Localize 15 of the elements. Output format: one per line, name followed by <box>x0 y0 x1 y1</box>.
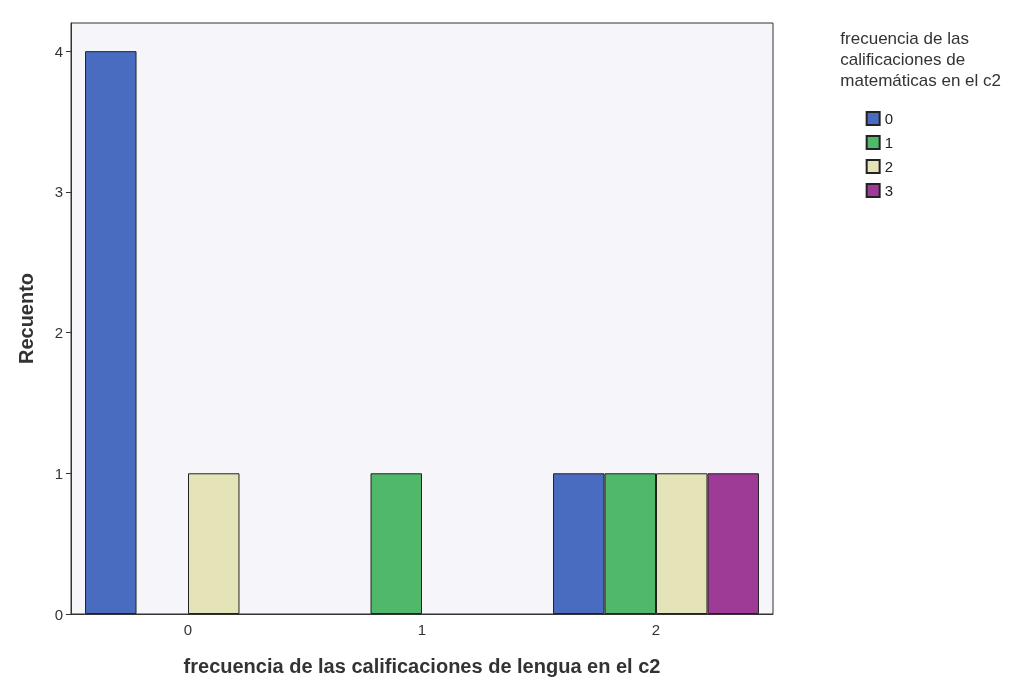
legend-label: 2 <box>884 158 893 175</box>
y-tick-label: 1 <box>54 464 63 482</box>
x-tick-label: 1 <box>417 621 427 638</box>
legend-label: 1 <box>884 134 893 151</box>
y-tick-label: 0 <box>54 605 63 623</box>
x-axis-title: frecuencia de las calificaciones de lengua en el c2 <box>183 655 661 677</box>
y-axis-title: Recuento <box>15 272 37 365</box>
legend-label: 0 <box>884 110 893 127</box>
y-tick-label: 4 <box>54 42 63 60</box>
legend-label: 3 <box>884 182 893 199</box>
y-tick-label: 2 <box>54 324 63 342</box>
legend-title: frecuencia de las calificaciones de matemáticas en el c2 <box>840 29 1002 90</box>
y-tick-label: 3 <box>54 183 63 201</box>
x-tick-label: 0 <box>183 621 193 638</box>
x-tick-label: 2 <box>651 621 661 638</box>
